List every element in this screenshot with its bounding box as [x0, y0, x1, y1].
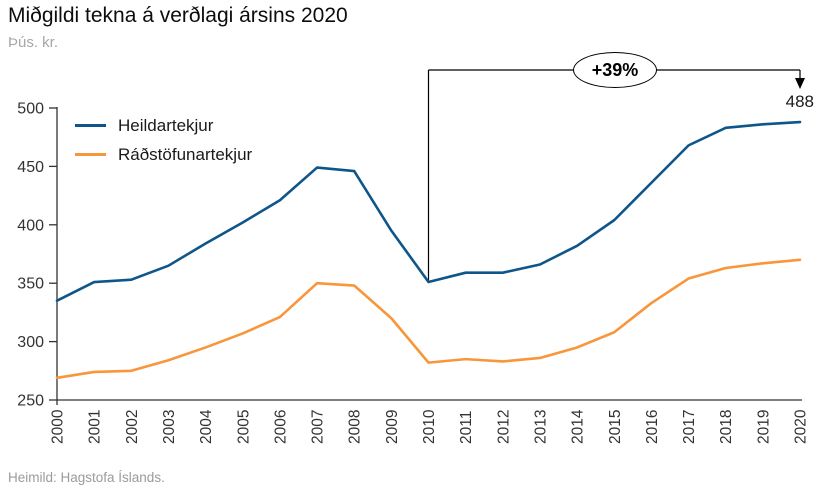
x-tick-label: 2004: [198, 409, 215, 444]
axes: 250 300 350 400 450 500 2000 2001 2002 2003 2004 20…: [17, 101, 809, 445]
x-tick-label: 2009: [384, 410, 401, 444]
annotation-arrowhead-icon: [795, 78, 805, 89]
x-tick-label: 2013: [532, 410, 549, 444]
chart-title: Miðgildi tekna á verðlagi ársins 2020: [8, 4, 348, 27]
y-tick-label: 300: [17, 334, 44, 351]
legend-label: Ráðstöfunartekjur: [118, 144, 253, 164]
legend-label: Heildartekjur: [118, 115, 214, 135]
legend-line-swatch-orange: [75, 153, 106, 156]
series-line-ráðstöfunartekjur: [55, 258, 802, 380]
x-tick-label: 2002: [124, 410, 141, 444]
series-line-heildartekjur: [55, 120, 802, 303]
x-tick-label: 2008: [347, 410, 364, 444]
chart-unit-subtitle: Þús. kr.: [8, 34, 59, 51]
legend-item-radstofunartekjur: Ráðstöfunartekjur: [75, 145, 252, 164]
x-tick-label: 2007: [310, 410, 327, 444]
x-tick-label: 2011: [458, 411, 475, 444]
x-tick-label: 2000: [50, 409, 67, 444]
y-tick-label: 400: [17, 217, 44, 234]
x-tick-label: 2016: [644, 410, 661, 444]
y-tick-label: 450: [17, 159, 44, 176]
x-tick-label: 2018: [718, 410, 735, 444]
x-tick-label: 2012: [495, 410, 512, 444]
legend-item-heildartekjur: Heildartekjur: [75, 116, 252, 135]
x-tick-label: 2010: [421, 409, 438, 444]
x-tick-label: 2006: [272, 410, 289, 444]
percent-change-annotation: [427, 69, 805, 283]
x-tick-label: 2005: [235, 410, 252, 444]
legend: Heildartekjur Ráðstöfunartekjur: [75, 116, 252, 164]
x-tick-label: 2003: [161, 410, 178, 444]
y-tick-label: 500: [17, 101, 44, 118]
x-tick-label: 2017: [681, 410, 698, 444]
source-note: Heimild: Hagstofa Íslands.: [8, 470, 165, 485]
x-tick-label: 2020: [793, 409, 810, 444]
end-value-label: 488: [785, 92, 814, 111]
legend-line-swatch-blue: [75, 124, 106, 127]
x-tick-label: 2014: [570, 409, 587, 444]
x-tick-label: 2019: [755, 410, 772, 444]
percent-change-badge: +39%: [573, 52, 657, 88]
x-tick-label: 2015: [607, 410, 624, 444]
y-tick-label: 250: [17, 393, 44, 410]
y-tick-label: 350: [17, 276, 44, 293]
x-tick-label: 2001: [87, 410, 104, 444]
